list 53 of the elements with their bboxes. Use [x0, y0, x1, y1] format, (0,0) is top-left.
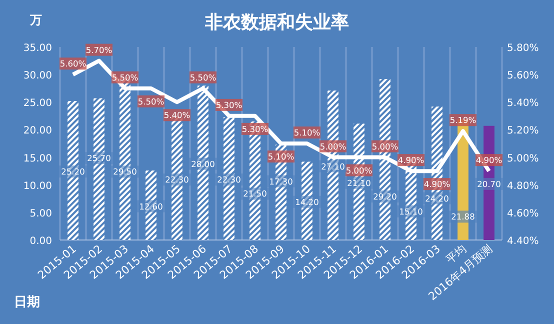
data-label: 21.50: [243, 188, 267, 199]
data-label: 4.90%: [476, 155, 502, 166]
y2-tick-label: 5.40%: [507, 98, 539, 110]
data-label: 5.40%: [164, 110, 190, 120]
y2-tick-label: 5.00%: [507, 153, 539, 164]
data-label: 5.50%: [190, 72, 216, 82]
data-label: 4.90%: [424, 179, 450, 190]
data-label: 5.30%: [242, 124, 268, 134]
x-axis-title: 日期: [14, 295, 40, 310]
y-tick-label: 25.00: [23, 98, 52, 110]
y-axis-title: 万: [29, 13, 42, 27]
data-label: 5.00%: [320, 141, 346, 152]
y-tick-label: 0.00: [30, 236, 52, 247]
data-label: 4.90%: [398, 155, 424, 166]
data-label: 21.10: [347, 178, 371, 188]
y2-tick-label: 5.60%: [507, 70, 539, 82]
data-label: 15.10: [399, 206, 423, 216]
data-label: 28.00: [191, 158, 215, 169]
data-label: 5.10%: [268, 152, 294, 162]
data-label: 5.50%: [112, 72, 138, 82]
data-label: 5.60%: [60, 58, 86, 69]
y2-tick-label: 4.80%: [507, 180, 539, 192]
y-tick-label: 15.00: [23, 153, 52, 164]
data-label: 5.70%: [86, 44, 112, 55]
data-label: 5.00%: [372, 141, 398, 152]
data-label: 27.10: [321, 161, 345, 172]
data-label: 25.20: [61, 166, 85, 177]
data-label: 5.50%: [138, 96, 164, 106]
data-label: 22.30: [217, 174, 241, 185]
data-label: 29.20: [373, 191, 397, 202]
data-label: 25.70: [87, 153, 111, 164]
data-label: 5.10%: [294, 128, 320, 138]
y-tick-label: 30.00: [23, 70, 52, 82]
data-label: 14.20: [295, 196, 319, 207]
chart-title: 非农数据和失业率: [204, 12, 349, 33]
y-tick-label: 35.00: [23, 43, 52, 54]
data-label: 12.60: [139, 201, 163, 212]
data-label: 29.50: [113, 166, 137, 177]
data-label: 24.20: [425, 193, 449, 204]
y-tick-label: 20.00: [23, 126, 52, 137]
y-tick-label: 5.00: [30, 208, 52, 220]
data-label: 21.88: [451, 212, 475, 222]
data-label: 5.30%: [216, 100, 242, 110]
y2-tick-label: 5.80%: [507, 43, 539, 54]
data-label: 5.00%: [346, 165, 372, 176]
y2-tick-label: 4.40%: [507, 236, 539, 247]
data-label: 22.30: [165, 174, 189, 185]
data-label: 17.30: [269, 176, 293, 186]
y-tick-label: 10.00: [23, 180, 52, 192]
y2-tick-label: 5.20%: [507, 126, 539, 137]
y2-tick-label: 4.60%: [507, 208, 539, 220]
data-label: 20.70: [477, 178, 501, 189]
data-label: 5.19%: [450, 115, 476, 126]
